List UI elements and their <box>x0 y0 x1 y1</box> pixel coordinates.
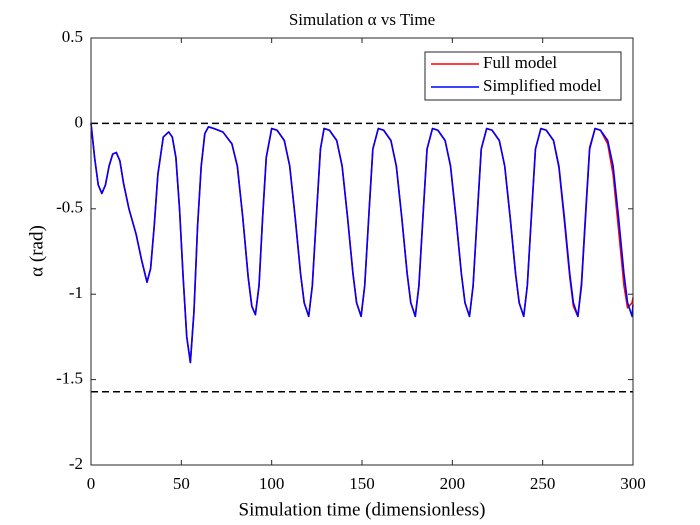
x-tick-label: 0 <box>87 474 96 493</box>
x-tick-label: 50 <box>173 474 190 493</box>
legend-label: Simplified model <box>483 76 602 95</box>
y-tick-label: -0.5 <box>56 198 83 217</box>
plot-area <box>91 38 633 465</box>
x-tick-label: 250 <box>530 474 556 493</box>
y-tick-label: 0.5 <box>62 27 83 46</box>
y-tick-label: -1 <box>69 283 83 302</box>
x-tick-label: 150 <box>349 474 375 493</box>
x-tick-label: 200 <box>440 474 466 493</box>
legend-label: Full model <box>483 53 557 72</box>
y-tick-label: 0 <box>75 112 84 131</box>
y-tick-label: -2 <box>69 454 83 473</box>
y-tick-label: -1.5 <box>56 369 83 388</box>
series-line <box>90 123 634 364</box>
chart-title: Simulation α vs Time <box>289 10 435 29</box>
x-tick-label: 300 <box>620 474 646 493</box>
x-tick-label: 100 <box>259 474 285 493</box>
x-axis-label: Simulation time (dimensionless) <box>239 499 486 520</box>
axes-box <box>90 37 634 466</box>
y-axis-label: α (rad) <box>26 225 47 277</box>
legend-box <box>424 51 622 101</box>
